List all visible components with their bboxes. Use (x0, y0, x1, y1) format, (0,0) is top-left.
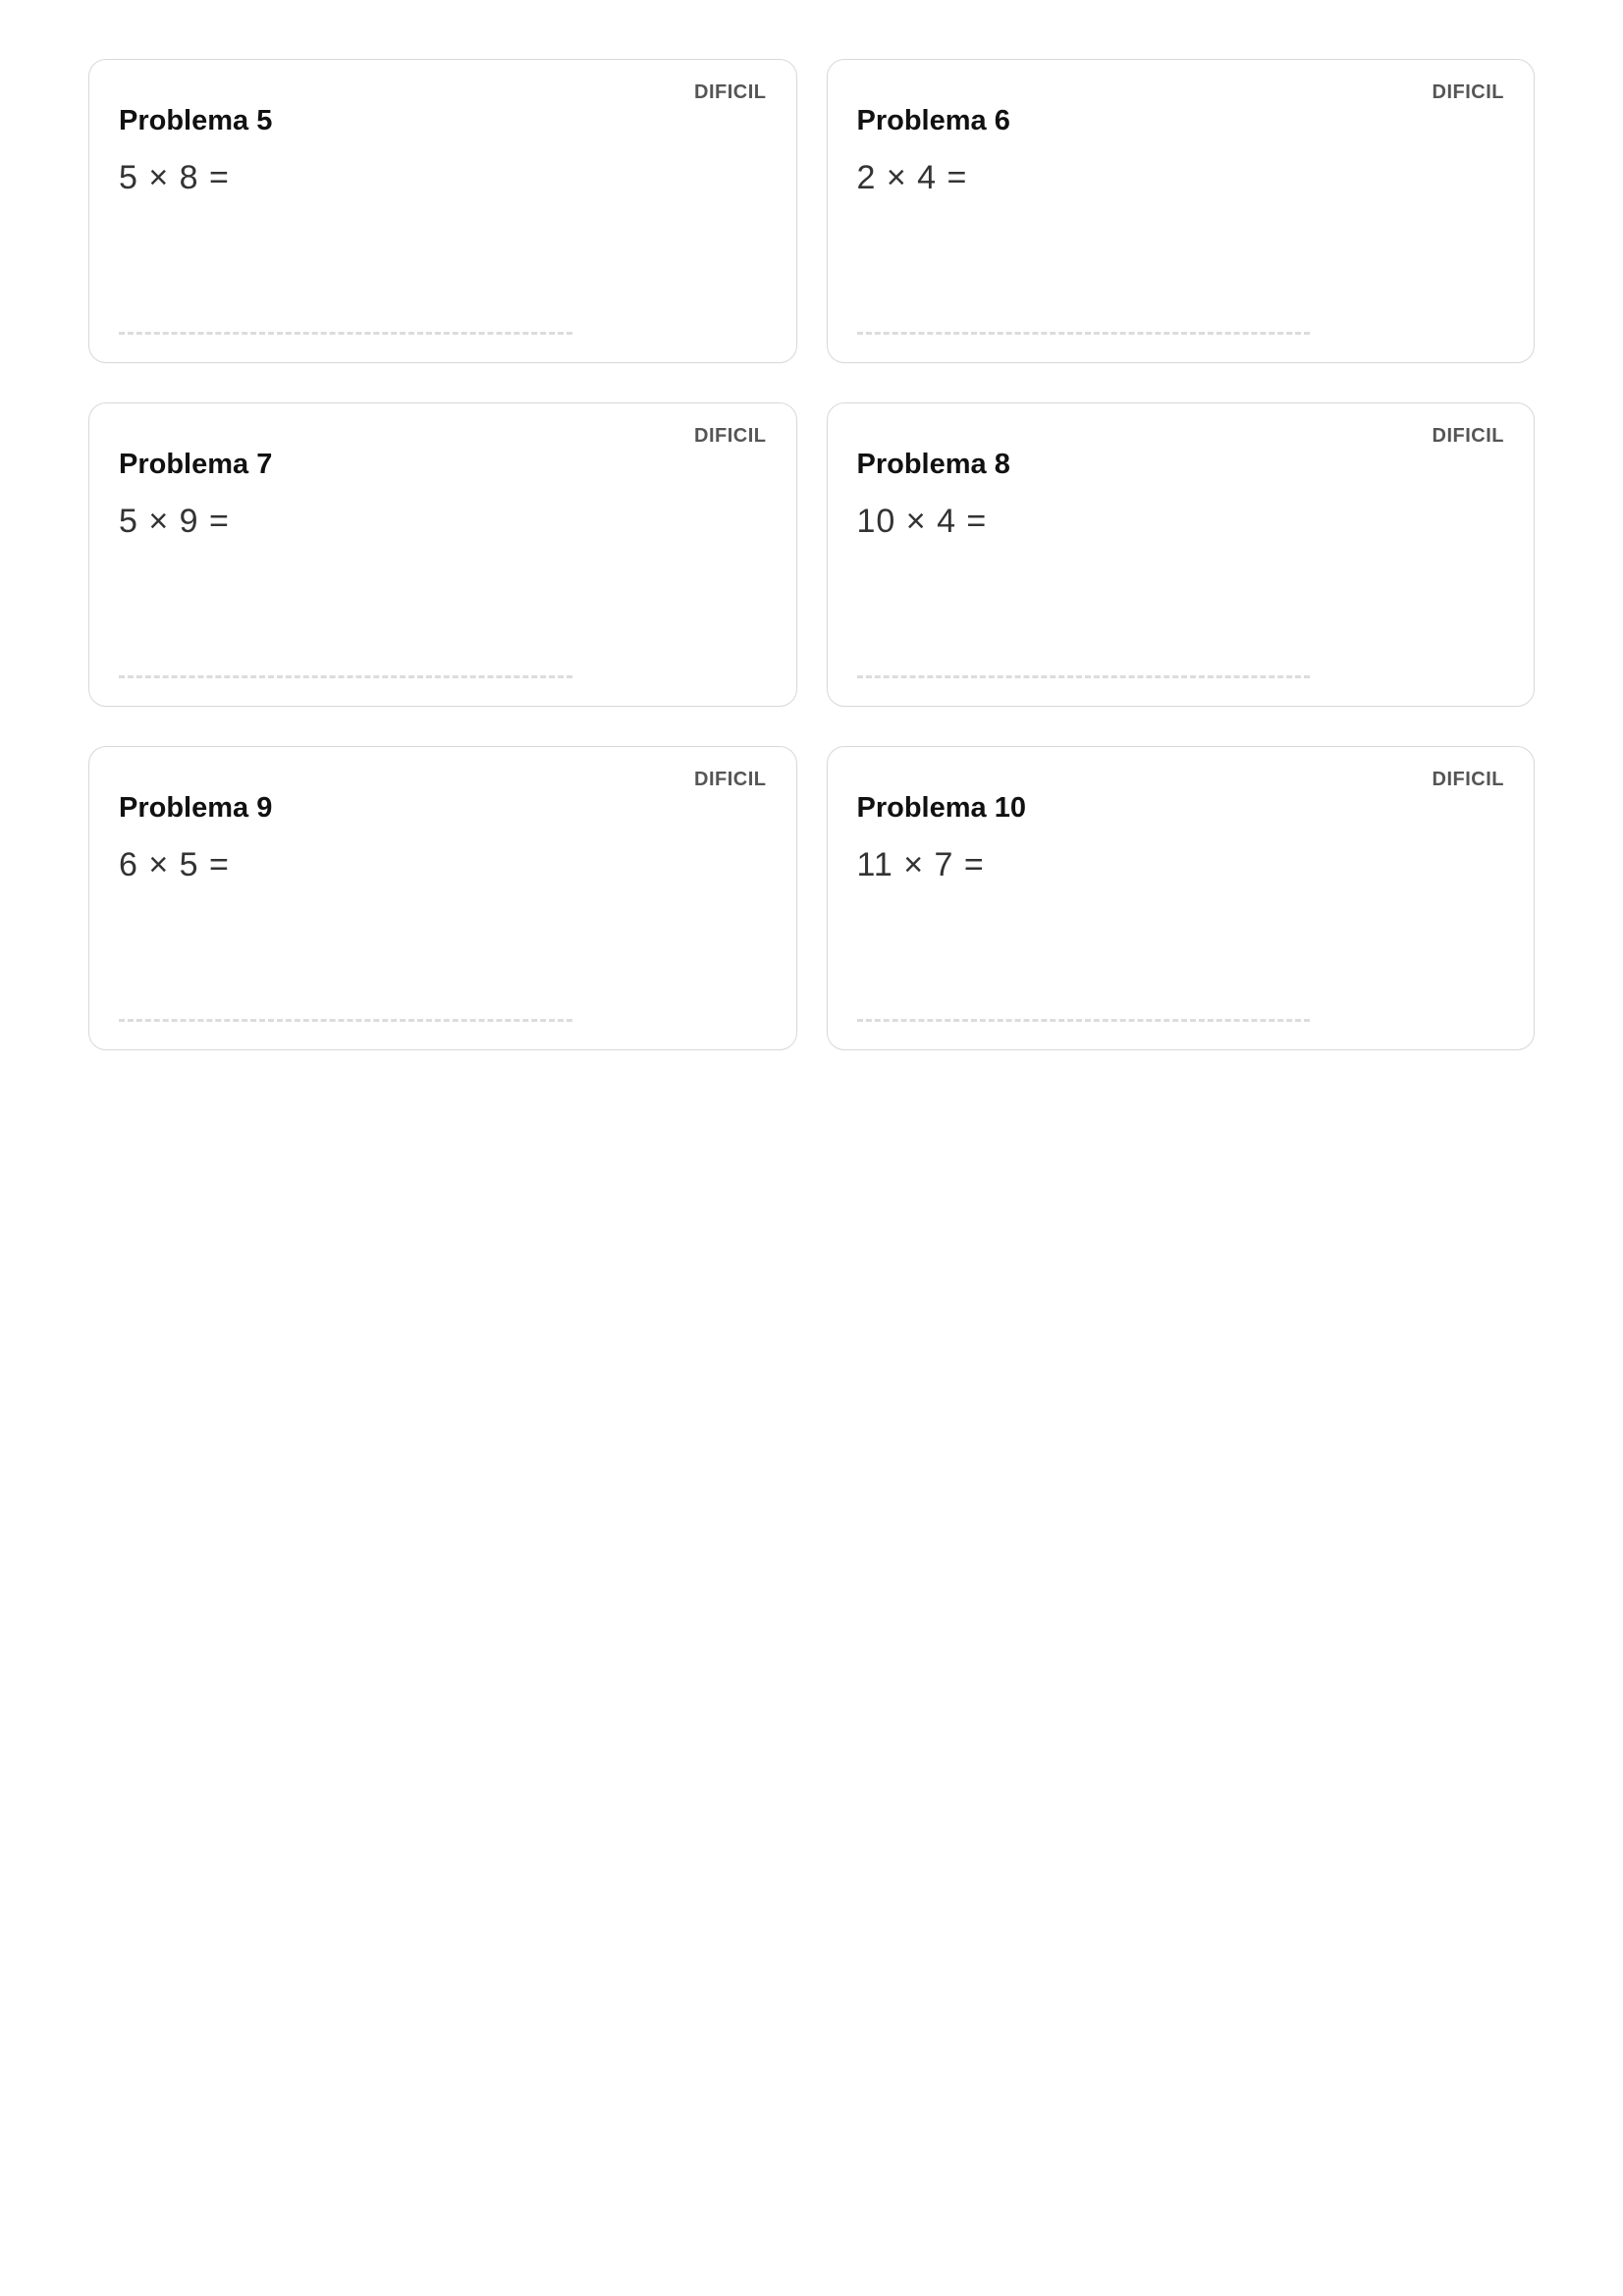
problem-title: Problema 7 (119, 449, 767, 481)
problem-grid: DIFICIL Problema 5 5 × 8 = DIFICIL Probl… (88, 59, 1535, 1050)
problem-card: DIFICIL Problema 8 10 × 4 = (827, 402, 1536, 707)
difficulty-label: DIFICIL (694, 769, 767, 791)
problem-title: Problema 10 (857, 792, 1505, 825)
answer-line (857, 675, 1311, 678)
difficulty-label: DIFICIL (1433, 81, 1505, 104)
difficulty-label: DIFICIL (694, 81, 767, 104)
problem-card: DIFICIL Problema 9 6 × 5 = (88, 746, 797, 1050)
answer-line (119, 675, 572, 678)
problem-card: DIFICIL Problema 5 5 × 8 = (88, 59, 797, 363)
problem-equation: 10 × 4 = (857, 503, 1505, 541)
problem-equation: 5 × 9 = (119, 503, 767, 541)
problem-equation: 5 × 8 = (119, 159, 767, 197)
problem-title: Problema 6 (857, 105, 1505, 137)
answer-line (119, 332, 572, 335)
problem-title: Problema 8 (857, 449, 1505, 481)
problem-equation: 6 × 5 = (119, 846, 767, 884)
problem-equation: 2 × 4 = (857, 159, 1505, 197)
difficulty-label: DIFICIL (1433, 425, 1505, 448)
answer-line (857, 1019, 1311, 1022)
problem-card: DIFICIL Problema 10 11 × 7 = (827, 746, 1536, 1050)
difficulty-label: DIFICIL (1433, 769, 1505, 791)
problem-title: Problema 9 (119, 792, 767, 825)
problem-equation: 11 × 7 = (857, 846, 1505, 884)
answer-line (857, 332, 1311, 335)
problem-title: Problema 5 (119, 105, 767, 137)
problem-card: DIFICIL Problema 7 5 × 9 = (88, 402, 797, 707)
answer-line (119, 1019, 572, 1022)
difficulty-label: DIFICIL (694, 425, 767, 448)
problem-card: DIFICIL Problema 6 2 × 4 = (827, 59, 1536, 363)
